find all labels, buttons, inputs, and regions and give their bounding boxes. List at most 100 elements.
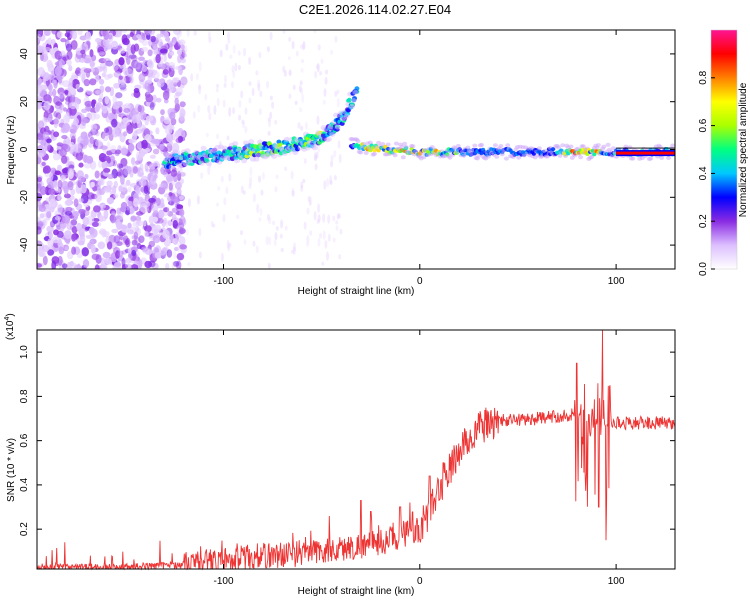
spectrogram-cell [162,90,170,101]
spectrogram-cell [166,249,173,258]
spectrogram-cell [283,137,290,142]
spectrogram-cell [57,179,63,190]
spectrogram-cell [287,56,291,61]
spectrogram-cell [171,213,177,221]
spectrogram-cell [132,132,138,140]
spectrogram-cell [227,243,231,252]
spectrogram-cell [151,203,159,212]
spectrogram-cell [78,197,84,203]
spectrogram-cell [127,143,135,152]
spectrogram-cell [159,183,168,188]
spectrogram-cell [115,92,123,99]
spectrogram-cell [37,84,43,95]
spectrogram-cell [81,117,87,126]
spectrogram-cell [300,181,304,189]
spectrogram-cell [256,203,260,214]
spectrogram-cell [84,55,92,64]
spectrogram-cell [43,30,51,37]
spectrogram-cell [179,208,185,217]
spectrogram-cell [516,155,522,160]
spectrogram-cell [62,107,68,112]
colorbar-label: Normalized spectral amplitude [738,82,749,217]
spectrogram-cell [107,34,113,40]
spectrogram-cell [89,111,96,121]
spectrogram-cell [98,188,106,196]
spectrogram-cell [479,142,485,147]
spectrogram-cell [363,151,369,155]
spectrogram-cell [62,122,71,133]
spectrogram-cell [325,136,332,142]
spectrogram-cell [128,138,135,144]
spectrogram-cell [156,78,165,88]
spectrogram-cell [255,70,259,76]
spectrogram-cell [205,132,209,138]
spectrogram-cell [141,139,148,149]
spectrogram-cell [197,105,201,113]
spectrogram-cell [336,89,340,95]
spectrogram-cell [69,132,76,140]
spectrogram-cell [266,46,270,53]
spectrogram-cell [249,176,253,186]
spectrogram-cell [376,140,382,145]
spectrogram-cell [290,249,294,254]
spectrogram-cell [180,76,188,86]
spectrogram-cell [174,97,179,106]
spectrogram-cell [338,254,342,260]
spectrogram-cell [133,43,140,52]
spectrogram-cell [334,124,341,130]
spectrogram-cell [325,69,328,75]
spectrogram-cell [393,141,399,146]
spectrogram-cell [592,152,597,157]
spectrogram-marks [37,30,675,269]
spectrogram-cell [258,217,262,222]
spectrogram-cell [83,162,92,169]
spectrogram-cell [178,222,185,230]
spectrogram-cell [169,50,175,56]
spectrogram-cell [177,243,181,253]
spectrogram-cell [399,145,405,149]
spectrogram-cell [164,87,170,93]
spectrogram-cell [73,198,79,207]
spectrogram-cell [43,49,48,57]
spectrogram-cell [225,43,229,51]
spectrogram-cell [160,249,166,256]
spectrogram-cell [50,167,56,174]
spectrogram-cell [50,39,56,46]
spectrogram-cell [38,204,46,213]
spectrogram-cell [103,186,111,193]
spectrogram-cell [173,30,181,36]
spectrogram-cell [147,74,153,84]
spectrogram-cell [236,214,240,220]
colorbar-tick-label: 0.4 [698,166,709,180]
spectrogram-cell [160,109,165,116]
spectrogram-cell [118,163,124,169]
spectrogram-cell [144,30,152,36]
spectrogram-cell [330,49,334,56]
spectrogram-cell [355,139,361,144]
spectrogram-cell [104,74,111,80]
spectrogram-cell [113,193,119,199]
spectrogram-cell [73,117,79,126]
spectrogram-cell [139,207,146,215]
spectrogram-cell [74,70,81,75]
spectrogram-cell [178,195,185,200]
spectrogram-cell [48,83,53,92]
spectrogram-cell [37,176,43,183]
spectrogram-cell [137,171,145,178]
spectrogram-cell [173,39,176,45]
spectrogram-cell [54,50,63,60]
spectrogram-cell [494,154,500,159]
spectrogram-cell [336,97,340,108]
y-tick-label: 1.0 [19,345,30,359]
spectrogram-cell [179,101,186,108]
spectrogram-cell [63,193,71,199]
spectrogram-cell [98,152,107,163]
spectrogram-cell [174,232,180,239]
spectrogram-cell [113,247,121,255]
spectrogram-cell [259,208,263,216]
spectrogram-cell [156,33,162,39]
spectrogram-cell [95,104,100,112]
spectrogram-cell [49,198,56,208]
spectrogram-cell [56,145,62,151]
